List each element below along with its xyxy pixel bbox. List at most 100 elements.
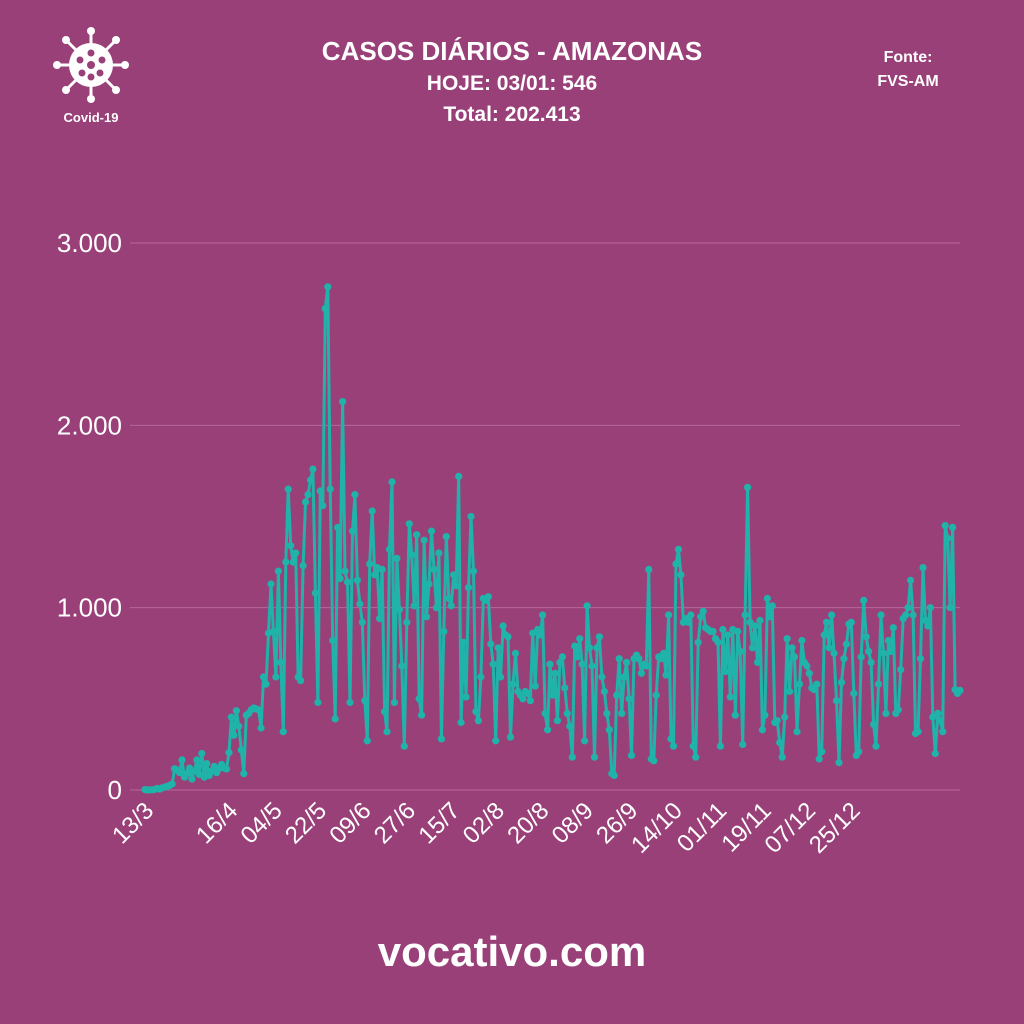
data-point (452, 582, 460, 590)
data-point (420, 536, 428, 544)
data-point (637, 669, 646, 677)
data-point (531, 682, 539, 690)
data-point (435, 549, 443, 557)
data-point (497, 673, 505, 681)
data-point (897, 666, 905, 674)
data-point (571, 642, 579, 650)
data-point (506, 733, 515, 741)
data-point (635, 655, 643, 663)
data-point (487, 640, 495, 648)
data-point (847, 618, 855, 626)
data-point (188, 775, 196, 783)
data-point (484, 593, 492, 601)
data-point (578, 660, 586, 668)
source-label: Fonte: (883, 49, 933, 66)
data-point (368, 507, 376, 515)
data-point (511, 649, 520, 657)
data-point (642, 662, 650, 670)
data-point (297, 677, 305, 685)
data-point (916, 655, 925, 663)
data-point (605, 726, 613, 734)
data-point (477, 673, 485, 681)
data-point (309, 465, 317, 473)
data-point (652, 691, 660, 699)
data-point (798, 636, 806, 645)
data-point (761, 711, 769, 719)
data-point (902, 611, 910, 619)
data-point (316, 487, 324, 495)
data-point (494, 644, 502, 652)
data-point (815, 755, 823, 763)
data-point (931, 749, 939, 758)
data-point (442, 533, 450, 541)
data-point (534, 625, 542, 634)
data-point (590, 753, 599, 761)
data-point (385, 545, 394, 553)
data-point (870, 720, 878, 729)
data-point (751, 622, 759, 630)
x-tick-label: 01/11 (672, 797, 732, 857)
data-point (168, 780, 176, 788)
data-point (788, 644, 796, 652)
source-note: Fonte: FVS-AM (846, 46, 970, 94)
data-point (504, 633, 512, 641)
data-point (427, 527, 436, 535)
data-point (610, 771, 618, 780)
y-tick-label: 2.000 (57, 410, 122, 440)
data-point (620, 673, 628, 681)
data-point (734, 627, 742, 636)
data-point (615, 655, 623, 663)
data-point (583, 602, 591, 610)
data-point (776, 739, 784, 747)
data-point (381, 708, 389, 716)
y-tick-label: 0 (108, 775, 122, 805)
data-point (828, 611, 836, 619)
data-point (351, 491, 359, 499)
data-point (390, 698, 398, 707)
data-point (758, 726, 767, 734)
data-point (627, 751, 636, 760)
data-point (721, 667, 730, 676)
data-point (941, 522, 949, 530)
data-point (539, 611, 547, 619)
data-point (553, 717, 562, 725)
data-point (509, 680, 517, 688)
data-point (889, 624, 897, 632)
data-point (667, 735, 675, 743)
data-point (257, 724, 265, 732)
data-point (306, 476, 315, 484)
data-point (548, 691, 557, 699)
data-point (926, 604, 935, 612)
data-point (178, 756, 186, 764)
x-tick-label: 08/9 (547, 797, 599, 849)
data-point (865, 647, 873, 656)
x-tick-label: 22/5 (280, 797, 332, 849)
data-point (366, 560, 374, 568)
data-point (894, 706, 902, 714)
data-point (763, 594, 772, 603)
data-point (225, 749, 233, 757)
data-point (432, 604, 440, 612)
data-point (781, 713, 789, 721)
data-point (440, 627, 448, 636)
data-point (623, 658, 631, 667)
data-point (230, 731, 238, 739)
data-point (645, 565, 653, 574)
data-point (274, 567, 282, 575)
chart-title: CASOS DIÁRIOS - AMAZONAS (321, 36, 703, 66)
data-point (813, 680, 821, 688)
data-point (304, 491, 312, 499)
data-point (430, 565, 438, 574)
data-point (346, 698, 354, 707)
data-point (697, 613, 705, 621)
data-point (585, 644, 594, 652)
data-point (358, 618, 366, 626)
data-point (677, 571, 685, 579)
data-point (850, 689, 858, 698)
data-point (558, 653, 567, 661)
data-point (383, 728, 391, 736)
data-point (193, 756, 201, 764)
data-point (874, 680, 883, 688)
data-point (840, 655, 848, 663)
